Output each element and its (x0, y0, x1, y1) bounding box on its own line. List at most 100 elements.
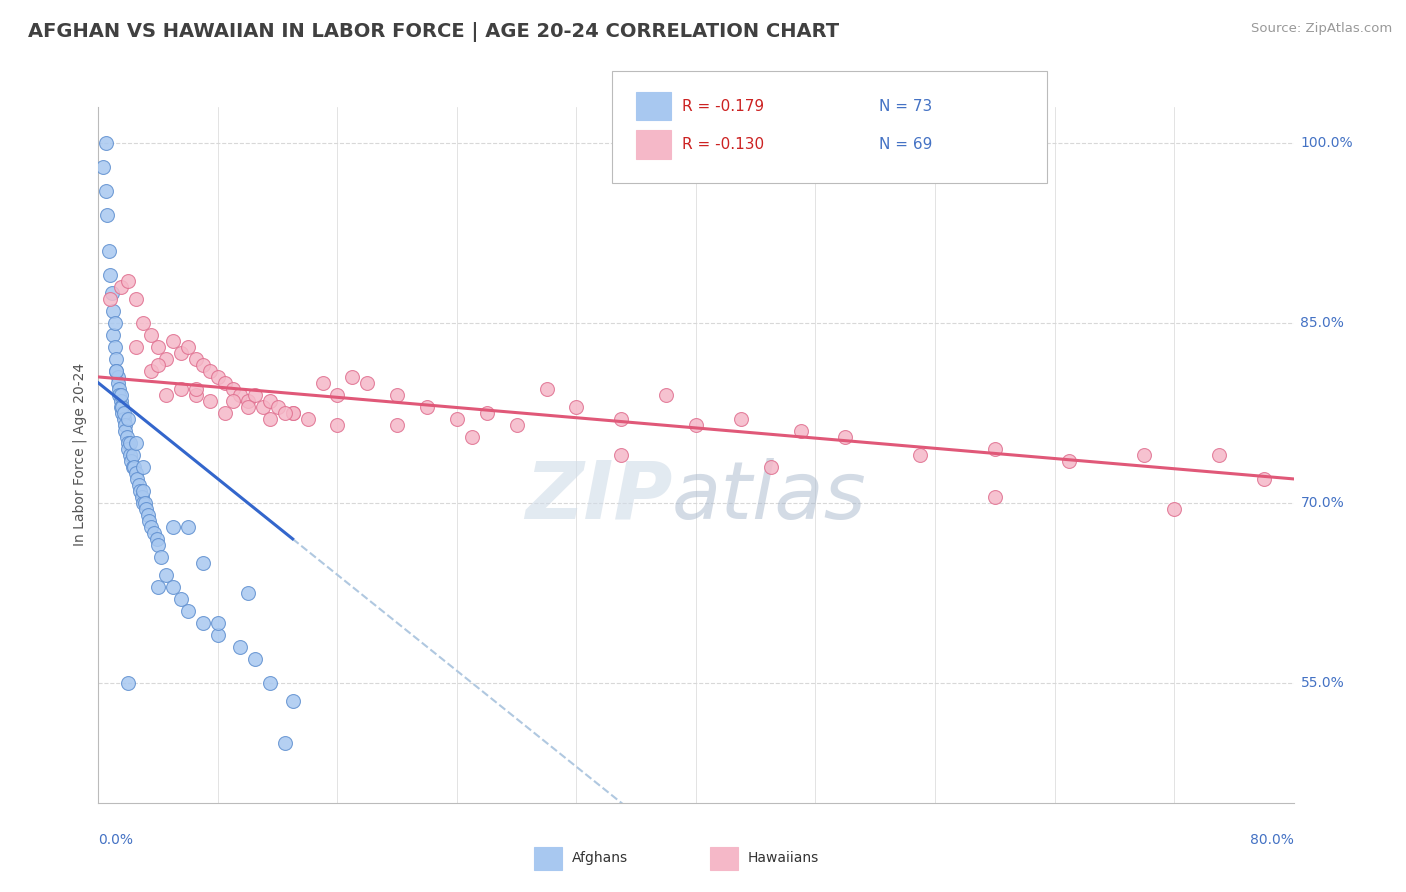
Point (685, 417, 707, 432)
Text: R = -0.179: R = -0.179 (682, 99, 763, 113)
Point (1163, 502, 1185, 516)
Point (385, 388, 409, 402)
Point (114, 424, 136, 438)
Point (610, 412, 633, 426)
Point (207, 370, 229, 384)
Point (184, 388, 207, 402)
Text: 70.0%: 70.0% (1301, 496, 1344, 510)
Text: N = 69: N = 69 (879, 137, 932, 152)
Point (326, 388, 349, 402)
Point (236, 586, 259, 600)
Point (259, 412, 281, 426)
Point (342, 370, 364, 384)
Point (111, 400, 134, 414)
Point (229, 388, 252, 402)
Point (191, 615, 214, 630)
Point (110, 393, 132, 408)
Point (155, 388, 177, 402)
Point (101, 285, 124, 300)
Text: 55.0%: 55.0% (1301, 676, 1344, 690)
Point (150, 549, 173, 564)
Point (1253, 472, 1275, 486)
Y-axis label: In Labor Force | Age 20-24: In Labor Force | Age 20-24 (73, 363, 87, 547)
Point (94, 184, 117, 198)
Point (97, 244, 120, 258)
Point (983, 490, 1005, 504)
Point (311, 376, 333, 390)
Point (789, 424, 811, 438)
Point (565, 400, 588, 414)
Point (148, 340, 170, 354)
Point (222, 382, 245, 396)
Point (356, 376, 378, 390)
Point (121, 448, 143, 462)
Point (139, 520, 162, 534)
Point (1059, 454, 1081, 468)
Point (177, 520, 200, 534)
Point (326, 417, 349, 432)
Point (184, 351, 207, 366)
Point (536, 382, 558, 396)
Point (730, 412, 752, 426)
Point (908, 448, 931, 462)
Point (148, 358, 170, 372)
Text: R = -0.130: R = -0.130 (682, 137, 763, 152)
Point (132, 459, 155, 474)
Point (506, 417, 529, 432)
Point (169, 346, 191, 360)
Point (125, 436, 148, 450)
Point (117, 412, 139, 426)
Point (103, 304, 125, 318)
Point (118, 436, 141, 450)
Point (117, 442, 139, 456)
Point (148, 538, 170, 552)
Point (118, 448, 141, 462)
Point (245, 388, 267, 402)
Point (461, 430, 484, 444)
Point (105, 364, 128, 378)
Point (207, 628, 229, 642)
Point (134, 496, 156, 510)
Point (191, 556, 214, 570)
Point (132, 483, 155, 498)
Point (117, 436, 139, 450)
Point (98, 292, 122, 306)
Point (834, 430, 856, 444)
Point (1208, 448, 1230, 462)
Point (125, 292, 148, 306)
Point (139, 328, 162, 343)
Point (169, 591, 191, 606)
Point (121, 459, 143, 474)
Text: 100.0%: 100.0% (1301, 136, 1353, 150)
Point (214, 406, 236, 420)
Point (1133, 448, 1156, 462)
Point (139, 364, 162, 378)
Point (207, 615, 229, 630)
Text: AFGHAN VS HAWAIIAN IN LABOR FORCE | AGE 20-24 CORRELATION CHART: AFGHAN VS HAWAIIAN IN LABOR FORCE | AGE … (28, 22, 839, 42)
Point (267, 400, 290, 414)
Point (236, 400, 259, 414)
Point (236, 393, 259, 408)
Point (120, 454, 142, 468)
Point (297, 412, 319, 426)
Point (759, 459, 782, 474)
Point (229, 640, 252, 654)
Point (108, 388, 131, 402)
Point (127, 472, 149, 486)
Point (117, 676, 139, 690)
Point (446, 412, 468, 426)
Point (177, 604, 200, 618)
Point (110, 400, 132, 414)
Point (132, 496, 155, 510)
Point (128, 478, 150, 492)
Point (94, 136, 117, 150)
Point (103, 328, 125, 343)
Text: atlas: atlas (672, 458, 868, 536)
Point (111, 406, 134, 420)
Point (132, 316, 155, 330)
Point (108, 382, 131, 396)
Text: 85.0%: 85.0% (1301, 316, 1344, 330)
Point (125, 340, 148, 354)
Point (129, 483, 152, 498)
Point (91, 160, 114, 174)
